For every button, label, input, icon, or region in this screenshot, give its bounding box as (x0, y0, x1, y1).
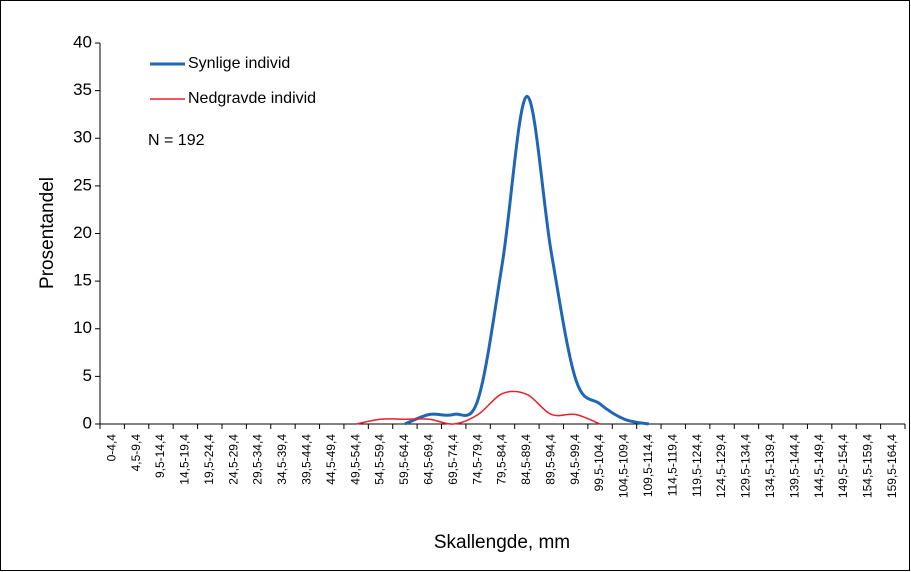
series-line (404, 94, 650, 426)
x-tick-label: 159,5-164,4 (885, 434, 899, 498)
x-tick-label: 34,5-39,4 (275, 434, 289, 485)
legend-label: Synlige individ (188, 55, 290, 72)
x-tick-label: 69,5-74,4 (446, 434, 460, 485)
x-tick-label: 24,5-29,4 (226, 434, 240, 485)
series-line (355, 390, 601, 425)
x-tick-label: 109,5-114,4 (641, 434, 655, 497)
y-tick-label: 10 (73, 318, 92, 337)
x-tick-label: 64,5-69,4 (421, 434, 435, 485)
x-tick-label: 129,5-134,4 (739, 434, 753, 498)
x-tick-label: 99,5-104,4 (592, 434, 606, 492)
y-tick-label: 40 (73, 32, 92, 51)
x-tick-label: 144,5-149,4 (812, 434, 826, 498)
x-tick-label: 149,5-154,4 (836, 434, 850, 498)
x-tick-label: 39,5-44,4 (300, 434, 314, 485)
y-tick-label: 25 (73, 175, 92, 194)
x-tick-label: 74,5-79,4 (470, 434, 484, 485)
x-tick-label: 139,5-144,4 (787, 434, 801, 498)
x-tick-label: 104,5-109,4 (617, 434, 631, 498)
x-tick-label: 94,5-99,4 (568, 434, 582, 485)
y-tick-label: 15 (73, 271, 92, 290)
x-tick-label: 154,5-159,4 (861, 434, 875, 498)
annotation: N = 192 (148, 132, 205, 149)
x-tick-label: 29,5-34,4 (251, 434, 265, 485)
x-tick-label: 124,5-129,4 (714, 434, 728, 498)
x-axis-title: Skallengde, mm (434, 532, 570, 553)
x-tick-label: 49,5-54,4 (348, 434, 362, 485)
x-tick-label: 54,5-59,4 (373, 434, 387, 485)
x-tick-label: 89,5-94,4 (543, 434, 557, 485)
y-tick-label: 35 (73, 80, 92, 99)
y-tick-label: 20 (73, 223, 92, 242)
y-axis-title: Prosentandel (37, 177, 58, 289)
x-tick-label: 19,5-24,4 (202, 434, 216, 485)
y-tick-label: 30 (73, 128, 92, 147)
x-tick-label: 119,5-124,4 (690, 434, 704, 497)
x-tick-label: 84,5-89,4 (519, 434, 533, 485)
x-tick-label: 9,5-14,4 (153, 434, 167, 478)
x-tick-label: 114,5-119,4 (665, 434, 679, 497)
y-tick-label: 5 (83, 366, 92, 385)
x-tick-label: 79,5-84,4 (495, 434, 509, 485)
x-tick-label: 44,5-49,4 (324, 434, 338, 485)
y-tick-label: 0 (83, 413, 92, 432)
x-tick-label: 4,5-9,4 (129, 434, 143, 472)
legend-label: Nedgravde individ (188, 90, 316, 107)
x-tick-label: 134,5-139,4 (763, 434, 777, 498)
x-tick-label: 0-4,4 (104, 434, 118, 462)
x-tick-label: 14,5-19,4 (178, 434, 192, 485)
x-tick-label: 59,5-64,4 (397, 434, 411, 485)
